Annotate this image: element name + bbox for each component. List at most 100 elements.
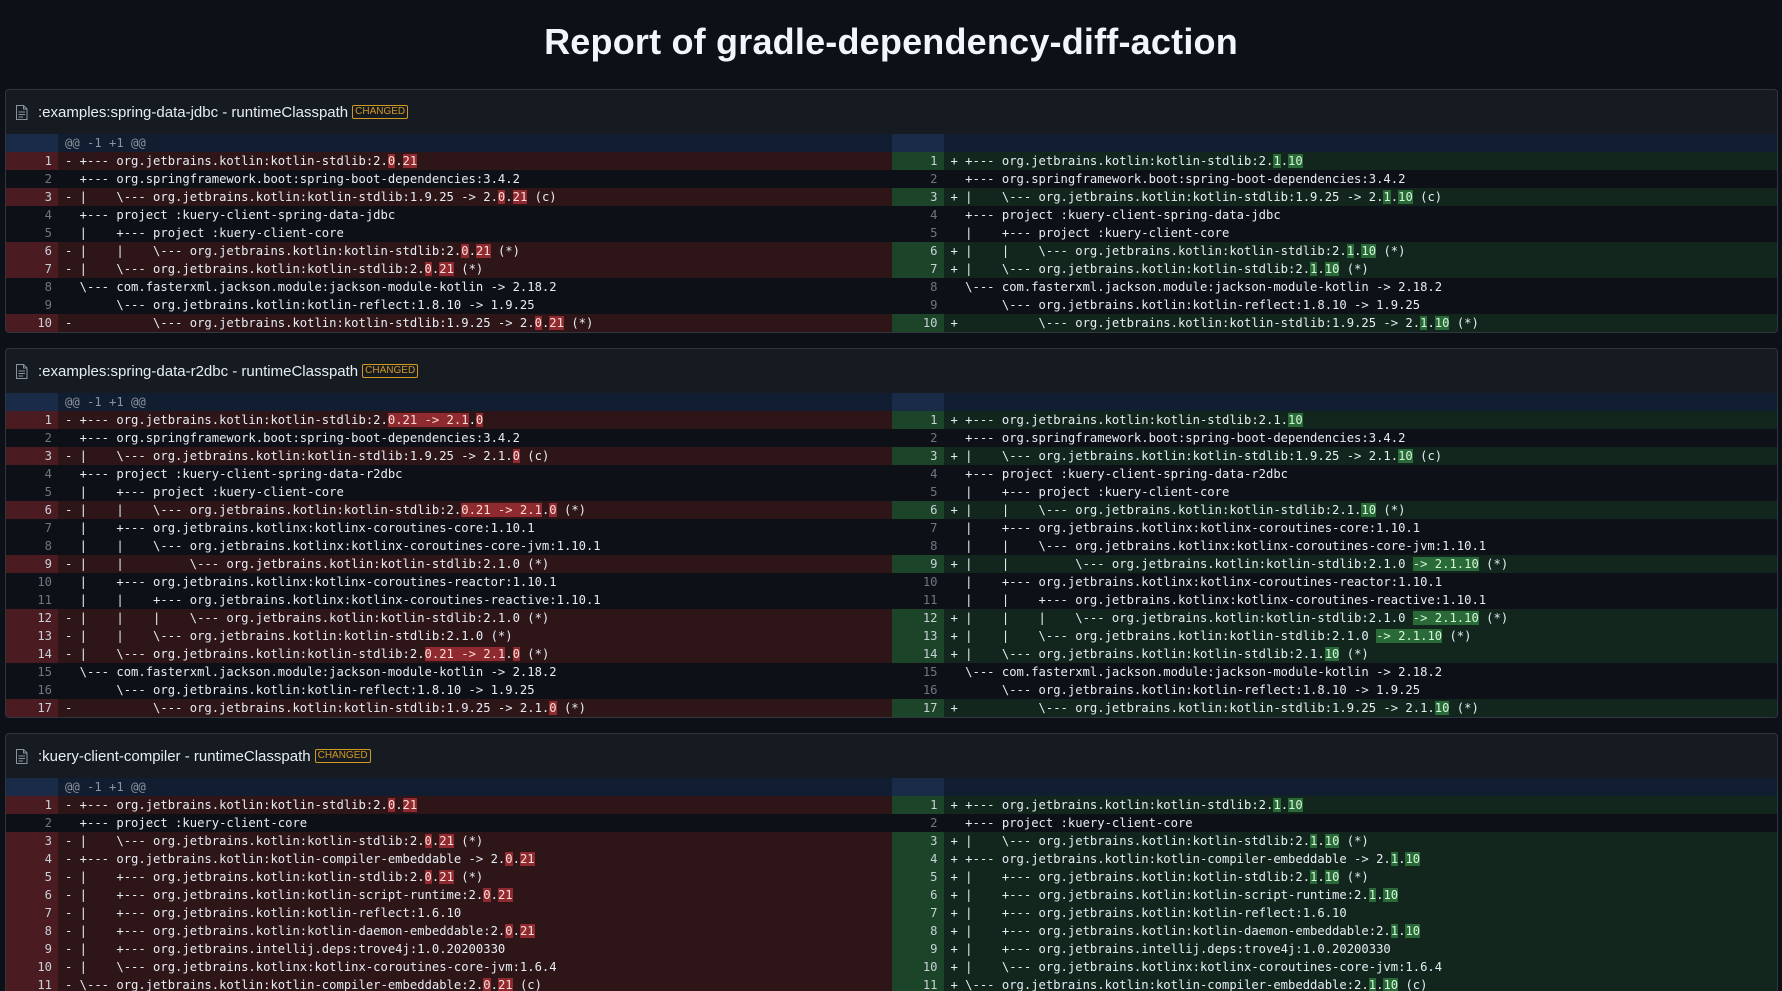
line-code: - | | \--- org.jetbrains.kotlin:kotlin-s…: [58, 242, 892, 260]
changed-token: 0: [512, 647, 520, 661]
code-text: .: [505, 190, 513, 204]
code-text: (*): [1449, 316, 1479, 330]
code-text: .: [490, 978, 498, 991]
context-line: 2 +--- org.springframework.boot:spring-b…: [6, 429, 892, 447]
hunk-header: @@ -1 +1 @@: [6, 778, 892, 796]
line-number: 2: [891, 429, 944, 447]
changed-token: 0: [483, 888, 491, 902]
file-title: :kuery-client-compiler - runtimeClasspat…: [38, 747, 311, 765]
changed-token: 0: [475, 413, 484, 427]
code-text: \--- org.jetbrains.kotlin:kotlin-reflect…: [65, 683, 535, 697]
split-diff: @@ -1 +1 @@ 1 - +--- org.jetbrains.kotlin:…: [6, 778, 1777, 991]
added-line: 6 + | +--- org.jetbrains.kotlin:kotlin-sc…: [891, 886, 1778, 904]
added-line: 13 + | | \--- org.jetbrains.kotlin:kotlin…: [891, 627, 1777, 645]
changed-token: 10: [1383, 978, 1399, 991]
line-number: 2: [891, 814, 944, 832]
code-text: - | \--- org.jetbrains.kotlin:kotlin-std…: [65, 190, 498, 204]
line-number: 1: [891, 152, 944, 170]
added-line: 10 + \--- org.jetbrains.kotlin:kotlin-std…: [891, 314, 1777, 332]
changed-token: 1: [1273, 154, 1281, 168]
changed-token: 0: [387, 798, 396, 812]
line-number: 3: [6, 447, 58, 465]
line-number: 5: [891, 483, 944, 501]
line-code: - | +--- org.jetbrains.intellij.deps:tro…: [58, 940, 892, 958]
line-number: 5: [6, 483, 58, 501]
code-text: (*): [1376, 244, 1406, 258]
line-number: 4: [6, 850, 58, 868]
context-line: 8 | | \--- org.jetbrains.kotlinx:kotlinx…: [891, 537, 1777, 555]
line-code: | +--- project :kuery-client-core: [58, 483, 892, 501]
changed-token: 10: [1324, 834, 1340, 848]
line-code: + | +--- org.jetbrains.kotlin:kotlin-scr…: [944, 886, 1778, 904]
changed-token: -> 2.1.10: [1412, 557, 1479, 571]
changed-token: 1: [1420, 316, 1428, 330]
line-code: + | \--- org.jetbrains.kotlinx:kotlinx-c…: [944, 958, 1778, 976]
line-code: | +--- project :kuery-client-core: [944, 224, 1778, 242]
line-code: - \--- org.jetbrains.kotlin:kotlin-compi…: [58, 976, 892, 991]
changed-token: 21: [475, 244, 491, 258]
line-number: 6: [6, 886, 58, 904]
code-text: +--- project :kuery-client-core: [65, 816, 308, 830]
line-code: + | | \--- org.jetbrains.kotlin:kotlin-s…: [944, 242, 1778, 260]
code-text: +--- org.springframework.boot:spring-boo…: [65, 172, 520, 186]
line-code: + | | \--- org.jetbrains.kotlin:kotlin-s…: [944, 501, 1778, 519]
changed-token: 0: [549, 701, 557, 715]
changed-token: 21: [402, 798, 418, 812]
changed-token: 10: [1434, 701, 1450, 715]
changed-token: 10: [1324, 647, 1340, 661]
split-diff: @@ -1 +1 @@ 1 - +--- org.jetbrains.kotlin:…: [6, 393, 1777, 717]
changed-token: 1: [1310, 834, 1318, 848]
added-line: 6 + | | \--- org.jetbrains.kotlin:kotlin-…: [891, 242, 1778, 260]
added-line: 7 + | \--- org.jetbrains.kotlin:kotlin-st…: [891, 260, 1777, 278]
line-number: 8: [6, 922, 58, 940]
context-line: 10 | +--- org.jetbrains.kotlinx:kotlinx-…: [6, 573, 892, 591]
changed-token: 0: [461, 244, 469, 258]
code-text: + | | \--- org.jetbrains.kotlin:kotlin-s…: [950, 244, 1347, 258]
line-number: 16: [891, 681, 944, 699]
code-text: \--- com.fasterxml.jackson.module:jackso…: [65, 280, 557, 294]
line-code: - | | \--- org.jetbrains.kotlin:kotlin-s…: [58, 501, 892, 519]
line-code: - | | \--- org.jetbrains.kotlin:kotlin-s…: [58, 627, 892, 645]
line-code: +--- project :kuery-client-core: [944, 814, 1778, 832]
code-text: (*): [519, 647, 550, 661]
line-code: | +--- org.jetbrains.kotlinx:kotlinx-cor…: [58, 573, 892, 591]
line-number: 10: [891, 573, 944, 591]
code-text: .: [431, 262, 440, 276]
line-number: 4: [891, 206, 944, 224]
deleted-line: 17 - \--- org.jetbrains.kotlin:kotlin-std…: [6, 699, 892, 717]
changed-token: 21: [549, 316, 564, 330]
code-text: | +--- org.jetbrains.kotlinx:kotlinx-cor…: [65, 521, 535, 535]
code-text: (c): [527, 190, 557, 204]
added-line: 1 + +--- org.jetbrains.kotlin:kotlin-stdl…: [891, 411, 1777, 429]
code-text: .: [431, 834, 440, 848]
code-text: + | \--- org.jetbrains.kotlin:kotlin-std…: [950, 262, 1311, 276]
context-line: 2 +--- org.springframework.boot:spring-b…: [891, 170, 1777, 188]
line-number: 3: [891, 832, 944, 850]
file-header: :examples:spring-data-r2dbc - runtimeCla…: [6, 349, 1777, 393]
line-code: + \--- org.jetbrains.kotlin:kotlin-stdli…: [944, 699, 1778, 717]
code-text: (*): [1449, 701, 1479, 715]
context-line: 11 | | +--- org.jetbrains.kotlinx:kotlin…: [6, 591, 892, 609]
diff-side-right: 1 + +--- org.jetbrains.kotlin:kotlin-stdl…: [891, 134, 1778, 332]
code-text: - +--- org.jetbrains.kotlin:kotlin-stdli…: [65, 413, 388, 427]
line-number: 9: [891, 555, 944, 573]
code-text: + \--- org.jetbrains.kotlin:kotlin-stdli…: [950, 316, 1421, 330]
hunk-text: @@ -1 +1 @@: [65, 780, 146, 794]
line-code: + | +--- org.jetbrains.kotlin:kotlin-ref…: [944, 904, 1778, 922]
changed-token: 10: [1288, 413, 1303, 427]
changed-token: 1: [1383, 190, 1391, 204]
line-code: - \--- org.jetbrains.kotlin:kotlin-stdli…: [58, 314, 892, 332]
code-text: (*): [563, 316, 594, 330]
line-code: + +--- org.jetbrains.kotlin:kotlin-stdli…: [944, 796, 1778, 814]
code-text: - | \--- org.jetbrains.kotlin:kotlin-std…: [65, 262, 425, 276]
code-text: (*): [1478, 557, 1509, 571]
file-title: :examples:spring-data-r2dbc - runtimeCla…: [38, 362, 359, 380]
line-code: | +--- org.jetbrains.kotlinx:kotlinx-cor…: [944, 573, 1778, 591]
code-text: - | +--- org.jetbrains.kotlin:kotlin-ref…: [65, 906, 462, 920]
code-text: \--- org.jetbrains.kotlin:kotlin-reflect…: [950, 683, 1421, 697]
line-number: 9: [6, 296, 58, 314]
line-number: 14: [891, 645, 944, 663]
line-number: 10: [891, 958, 944, 976]
code-text: +--- org.springframework.boot:spring-boo…: [950, 172, 1406, 186]
added-line: 9 + | | \--- org.jetbrains.kotlin:kotlin-…: [891, 555, 1777, 573]
